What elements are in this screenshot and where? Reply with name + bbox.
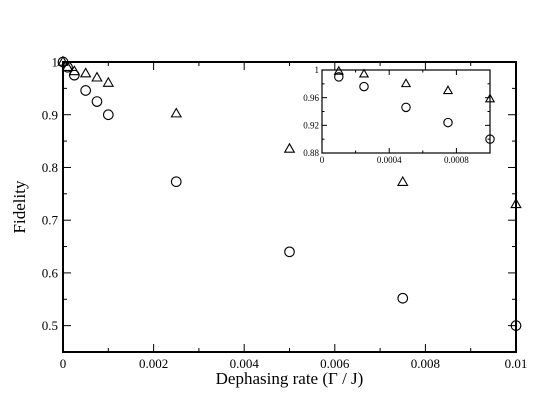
inset-x-tick-label: 0 [320, 155, 325, 165]
x-tick-label: 0.006 [320, 356, 350, 371]
y-tick-label: 0.5 [42, 318, 58, 333]
y-axis-label: Fidelity [10, 180, 29, 233]
y-tick-label: 0.6 [42, 265, 59, 280]
circle-point [80, 85, 91, 96]
circle-point [510, 320, 522, 331]
triangle-point [170, 107, 182, 118]
triangle-point [102, 76, 115, 87]
circle-point [397, 292, 409, 304]
y-tick-label: 0.7 [42, 213, 59, 228]
triangle-point [283, 142, 296, 153]
inset-circle-point [485, 134, 495, 144]
y-tick-label: 0.8 [42, 160, 58, 175]
inset-circle-point [359, 81, 369, 92]
x-tick-label: 0.01 [505, 356, 528, 371]
inset-y-tick-label: 0.88 [303, 148, 319, 158]
x-tick-label: 0.008 [411, 356, 440, 371]
x-tick-label: 0.004 [230, 356, 260, 371]
inset-y-tick-label: 0.96 [303, 93, 319, 103]
circle-point [62, 61, 73, 73]
inset-y-tick-label: 0.92 [303, 120, 319, 130]
circle-point [91, 96, 103, 107]
inset-plot: 0 0.0004 0.0008 0.88 0.92 0.96 1 [303, 65, 496, 165]
inset-circle-point [443, 117, 453, 128]
inset-x-tick-label: 0.0004 [377, 155, 402, 165]
inset-circle-point [334, 72, 344, 82]
triangle-point [79, 67, 92, 78]
inset-y-tick-label: 1 [315, 65, 320, 75]
y-tick-label: 1 [52, 55, 59, 70]
x-tick-label: 0 [60, 356, 67, 371]
inset-triangle-point [442, 85, 454, 95]
inset-triangle-point [358, 68, 370, 78]
triangle-point [91, 71, 103, 82]
triangle-point [510, 198, 522, 209]
circle-point [284, 246, 295, 258]
circle-point [170, 176, 182, 188]
x-axis-label: Dephasing rate (Γ / J) [216, 369, 364, 388]
triangle-point [397, 175, 409, 186]
inset-circle-point [401, 102, 411, 113]
inset-x-tick-label: 0.0008 [444, 155, 469, 165]
y-tick-label: 0.9 [42, 107, 58, 122]
inset-triangle-point [333, 65, 344, 75]
inset-triangle-point [400, 78, 412, 88]
inset-triangle-point [484, 93, 496, 103]
x-tick-label: 0.002 [139, 356, 168, 371]
circle-point [102, 109, 114, 121]
circle-point [68, 69, 80, 81]
